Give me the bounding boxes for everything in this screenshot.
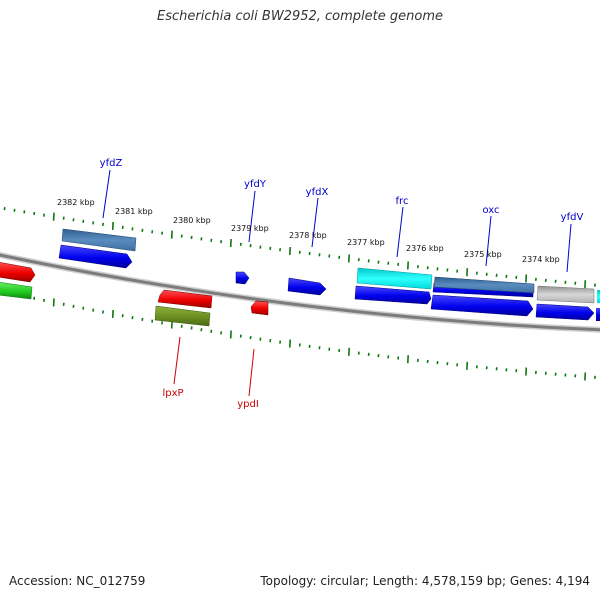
gene-label-oxc: oxc — [482, 205, 499, 216]
gene-label-yfdX: yfdX — [306, 187, 329, 198]
cds-blue-1[interactable] — [61, 228, 137, 252]
reverse-gene-2[interactable] — [157, 289, 213, 309]
forward-gene-3[interactable] — [287, 277, 327, 296]
scale-label: 2376 kbp — [406, 244, 444, 253]
leader-line-ypdI — [248, 348, 255, 397]
forward-gene-1[interactable] — [58, 244, 133, 269]
scale-label: 2380 kbp — [173, 216, 211, 225]
accession-text: Accession: NC_012759 — [9, 574, 146, 588]
gene-label-yfdZ: yfdZ — [100, 158, 123, 169]
scale-ticks-upper — [3, 206, 596, 289]
forward-gene-6[interactable] — [535, 303, 595, 321]
cds-cyan-edge[interactable] — [597, 290, 600, 303]
topology-text: Topology: circular; Length: 4,578,159 bp… — [260, 574, 590, 588]
leader-line-frc — [396, 206, 404, 258]
genome-backbone-core — [0, 253, 600, 332]
reverse-gene-1[interactable] — [0, 262, 36, 283]
leader-line-oxc — [485, 215, 492, 267]
scale-label: 2382 kbp — [57, 198, 95, 207]
leader-line-yfdV — [566, 223, 572, 273]
scale-label: 2378 kbp — [289, 231, 327, 240]
leader-line-yfdZ — [102, 169, 111, 219]
leader-line-lpxP — [173, 336, 181, 385]
cds-blue-2[interactable] — [433, 276, 535, 294]
gene-label-lpxP: lpxP — [162, 388, 183, 399]
scale-label: 2374 kbp — [522, 255, 560, 264]
cds-cyan[interactable] — [356, 267, 433, 290]
forward-gene-8[interactable] — [596, 308, 600, 321]
scale-label: 2375 kbp — [464, 250, 502, 259]
scale-label: 2377 kbp — [347, 238, 385, 247]
gene-label-frc: frc — [396, 196, 409, 207]
map-title: Escherichia coli BW2952, complete genome — [157, 9, 443, 24]
scale-label: 2379 kbp — [231, 224, 269, 233]
gene-label-ypdI: ypdI — [237, 399, 259, 410]
scale-label: 2381 kbp — [115, 207, 153, 216]
reverse-gene-3[interactable] — [250, 300, 269, 316]
gene-label-yfdY: yfdY — [244, 179, 267, 190]
forward-gene-5[interactable] — [430, 294, 534, 317]
reverse-cds-green[interactable] — [0, 282, 33, 300]
gene-label-yfdV: yfdV — [561, 212, 584, 223]
leader-line-yfdX — [311, 197, 319, 248]
scale-ticks-lower — [3, 290, 596, 381]
reverse-cds-olive[interactable] — [154, 305, 211, 327]
forward-gene-4[interactable] — [354, 285, 432, 305]
leader-line-yfdY — [248, 190, 256, 243]
cds-gray[interactable] — [536, 285, 595, 304]
forward-gene-2[interactable] — [235, 271, 250, 285]
